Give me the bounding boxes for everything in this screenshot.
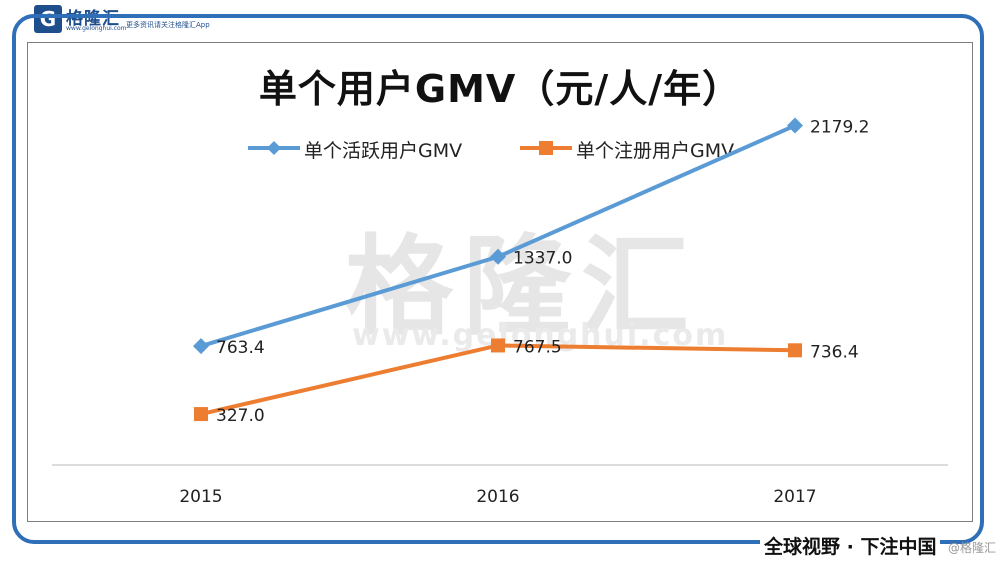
slide-frame	[12, 14, 984, 544]
footer-bar	[0, 546, 1000, 562]
data-point-marker	[193, 338, 209, 355]
legend-item-registered: 单个注册用户GMV	[520, 136, 770, 162]
header-tagline: 更多资讯请关注格隆汇App	[126, 21, 210, 29]
logo-url: www.gelonghui.com	[66, 25, 127, 32]
legend-item-active: 单个活跃用户GMV	[248, 136, 498, 162]
legend-label-active: 单个活跃用户GMV	[304, 140, 463, 162]
x-tick-label: 2015	[179, 487, 222, 507]
data-point-marker	[194, 407, 208, 422]
x-tick-label: 2016	[476, 487, 519, 507]
data-label: 2179.2	[810, 118, 869, 138]
corner-watermark: @格隆汇	[948, 541, 997, 555]
legend-swatch-registered	[520, 141, 572, 155]
footer-slogan: 全球视野 · 下注中国	[760, 532, 941, 559]
chart-title: 单个用户GMV（元/人/年）	[258, 67, 742, 111]
data-label: 1337.0	[513, 249, 572, 269]
chart-area	[27, 42, 973, 522]
logo-icon: G	[34, 5, 62, 33]
data-label: 327.0	[216, 406, 265, 426]
data-label: 763.4	[216, 338, 265, 358]
legend-swatch-active	[248, 141, 300, 155]
data-point-marker	[490, 248, 506, 265]
data-point-marker	[788, 343, 802, 358]
top-header: G 格隆汇 www.gelonghui.com 更多资讯请关注格隆汇App	[0, 0, 1000, 40]
data-label: 767.5	[513, 337, 562, 357]
data-label: 736.4	[810, 342, 859, 362]
x-tick-label: 2017	[773, 487, 816, 507]
data-point-marker	[491, 338, 505, 353]
series-line-active	[200, 123, 796, 349]
data-point-marker	[787, 117, 803, 134]
legend-label-registered: 单个注册用户GMV	[576, 140, 735, 162]
series-line-registered	[200, 343, 796, 417]
